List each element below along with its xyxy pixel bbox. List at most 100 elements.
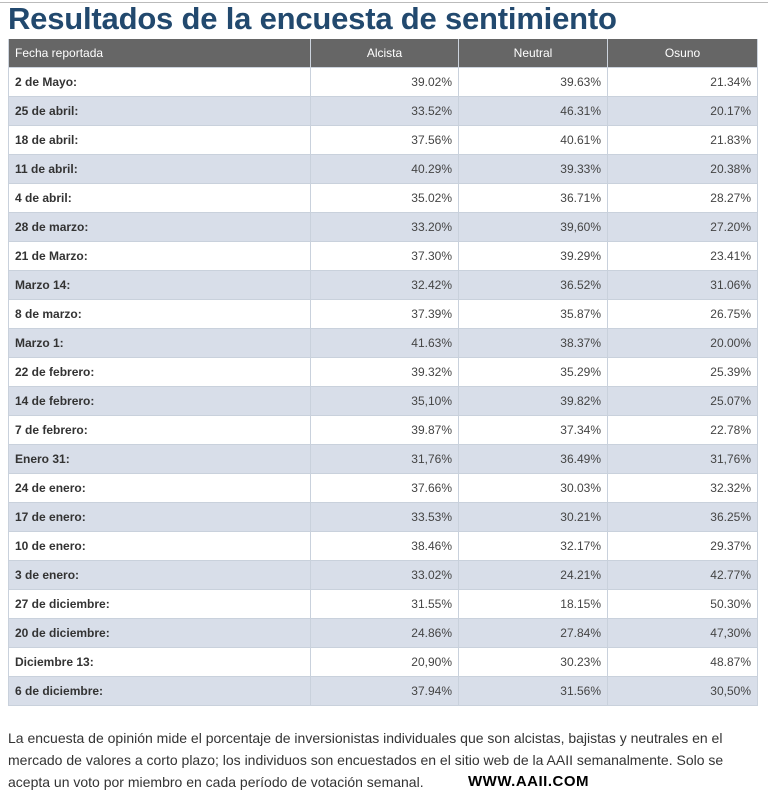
bullish-cell: 35,10% (310, 386, 459, 416)
header-date: Fecha reportada (8, 39, 311, 68)
date-cell: Marzo 1: (8, 328, 311, 358)
bearish-cell: 22.78% (607, 415, 758, 445)
bearish-cell: 25.39% (607, 357, 758, 387)
neutral-cell: 36.71% (458, 183, 608, 213)
neutral-cell: 31.56% (458, 676, 608, 706)
bearish-cell: 50.30% (607, 589, 758, 619)
table-row: 27 de diciembre: 31.55% 18.15% 50.30% (8, 589, 758, 619)
table-row: 6 de diciembre: 37.94% 31.56% 30,50% (8, 676, 758, 706)
survey-description: La encuesta de opinión mide el porcentaj… (8, 730, 724, 790)
neutral-cell: 30.03% (458, 473, 608, 503)
bullish-cell: 33.20% (310, 212, 459, 242)
bearish-cell: 42.77% (607, 560, 758, 590)
date-cell: 21 de Marzo: (8, 241, 311, 271)
table-row: 17 de enero: 33.53% 30.21% 36.25% (8, 502, 758, 532)
table-row: 18 de abril: 37.56% 40.61% 21.83% (8, 125, 758, 155)
table-row: 3 de enero: 33.02% 24.21% 42.77% (8, 560, 758, 590)
neutral-cell: 30.21% (458, 502, 608, 532)
neutral-cell: 35.29% (458, 357, 608, 387)
bearish-cell: 21.83% (607, 125, 758, 155)
table-row: 28 de marzo: 33.20% 39,60% 27.20% (8, 212, 758, 242)
bullish-cell: 35.02% (310, 183, 459, 213)
date-cell: 3 de enero: (8, 560, 311, 590)
date-cell: 14 de febrero: (8, 386, 311, 416)
top-divider (0, 2, 768, 3)
bearish-cell: 36.25% (607, 502, 758, 532)
bearish-cell: 21.34% (607, 67, 758, 97)
header-bearish: Osuno (607, 39, 758, 68)
neutral-cell: 27.84% (458, 618, 608, 648)
neutral-cell: 18.15% (458, 589, 608, 619)
date-cell: 27 de diciembre: (8, 589, 311, 619)
header-bullish: Alcista (310, 39, 459, 68)
bearish-cell: 28.27% (607, 183, 758, 213)
header-neutral: Neutral (458, 39, 608, 68)
bullish-cell: 37.30% (310, 241, 459, 271)
table-row: 24 de enero: 37.66% 30.03% 32.32% (8, 473, 758, 503)
date-cell: Diciembre 13: (8, 647, 311, 677)
bullish-cell: 41.63% (310, 328, 459, 358)
table-row: 25 de abril: 33.52% 46.31% 20.17% (8, 96, 758, 126)
neutral-cell: 36.49% (458, 444, 608, 474)
bullish-cell: 40.29% (310, 154, 459, 184)
bearish-cell: 23.41% (607, 241, 758, 271)
bearish-cell: 20.00% (607, 328, 758, 358)
table-row: Diciembre 13: 20,90% 30.23% 48.87% (8, 647, 758, 677)
neutral-cell: 36.52% (458, 270, 608, 300)
date-cell: 24 de enero: (8, 473, 311, 503)
neutral-cell: 40.61% (458, 125, 608, 155)
bullish-cell: 39.87% (310, 415, 459, 445)
bullish-cell: 31,76% (310, 444, 459, 474)
bearish-cell: 31.06% (607, 270, 758, 300)
date-cell: 28 de marzo: (8, 212, 311, 242)
table-row: 7 de febrero: 39.87% 37.34% 22.78% (8, 415, 758, 445)
neutral-cell: 37.34% (458, 415, 608, 445)
table-row: Marzo 1: 41.63% 38.37% 20.00% (8, 328, 758, 358)
bullish-cell: 32.42% (310, 270, 459, 300)
table-row: 2 de Mayo: 39.02% 39.63% 21.34% (8, 67, 758, 97)
date-cell: 11 de abril: (8, 154, 311, 184)
date-cell: 25 de abril: (8, 96, 311, 126)
bullish-cell: 33.02% (310, 560, 459, 590)
bullish-cell: 37.66% (310, 473, 459, 503)
table-row: 22 de febrero: 39.32% 35.29% 25.39% (8, 357, 758, 387)
date-cell: 2 de Mayo: (8, 67, 311, 97)
neutral-cell: 24.21% (458, 560, 608, 590)
bullish-cell: 37.39% (310, 299, 459, 329)
table-header-row: Fecha reportada Alcista Neutral Osuno (8, 39, 758, 68)
table-row: 4 de abril: 35.02% 36.71% 28.27% (8, 183, 758, 213)
table-row: Enero 31: 31,76% 36.49% 31,76% (8, 444, 758, 474)
bullish-cell: 39.32% (310, 357, 459, 387)
date-cell: Marzo 14: (8, 270, 311, 300)
date-cell: 22 de febrero: (8, 357, 311, 387)
table-row: 8 de marzo: 37.39% 35.87% 26.75% (8, 299, 758, 329)
date-cell: 18 de abril: (8, 125, 311, 155)
bullish-cell: 31.55% (310, 589, 459, 619)
table-row: 21 de Marzo: 37.30% 39.29% 23.41% (8, 241, 758, 271)
neutral-cell: 30.23% (458, 647, 608, 677)
bearish-cell: 26.75% (607, 299, 758, 329)
neutral-cell: 39.82% (458, 386, 608, 416)
bearish-cell: 29.37% (607, 531, 758, 561)
bearish-cell: 20.38% (607, 154, 758, 184)
neutral-cell: 39,60% (458, 212, 608, 242)
neutral-cell: 38.37% (458, 328, 608, 358)
date-cell: 8 de marzo: (8, 299, 311, 329)
date-cell: 10 de enero: (8, 531, 311, 561)
bearish-cell: 48.87% (607, 647, 758, 677)
bullish-cell: 33.52% (310, 96, 459, 126)
bullish-cell: 39.02% (310, 67, 459, 97)
bullish-cell: 38.46% (310, 531, 459, 561)
table-row: Marzo 14: 32.42% 36.52% 31.06% (8, 270, 758, 300)
table-row: 10 de enero: 38.46% 32.17% 29.37% (8, 531, 758, 561)
neutral-cell: 39.33% (458, 154, 608, 184)
bearish-cell: 31,76% (607, 444, 758, 474)
date-cell: 20 de diciembre: (8, 618, 311, 648)
sentiment-table: Fecha reportada Alcista Neutral Osuno 2 … (8, 39, 758, 706)
neutral-cell: 39.29% (458, 241, 608, 271)
page-title: Resultados de la encuesta de sentimiento (8, 1, 617, 36)
bearish-cell: 27.20% (607, 212, 758, 242)
bearish-cell: 25.07% (607, 386, 758, 416)
bullish-cell: 20,90% (310, 647, 459, 677)
bearish-cell: 47,30% (607, 618, 758, 648)
